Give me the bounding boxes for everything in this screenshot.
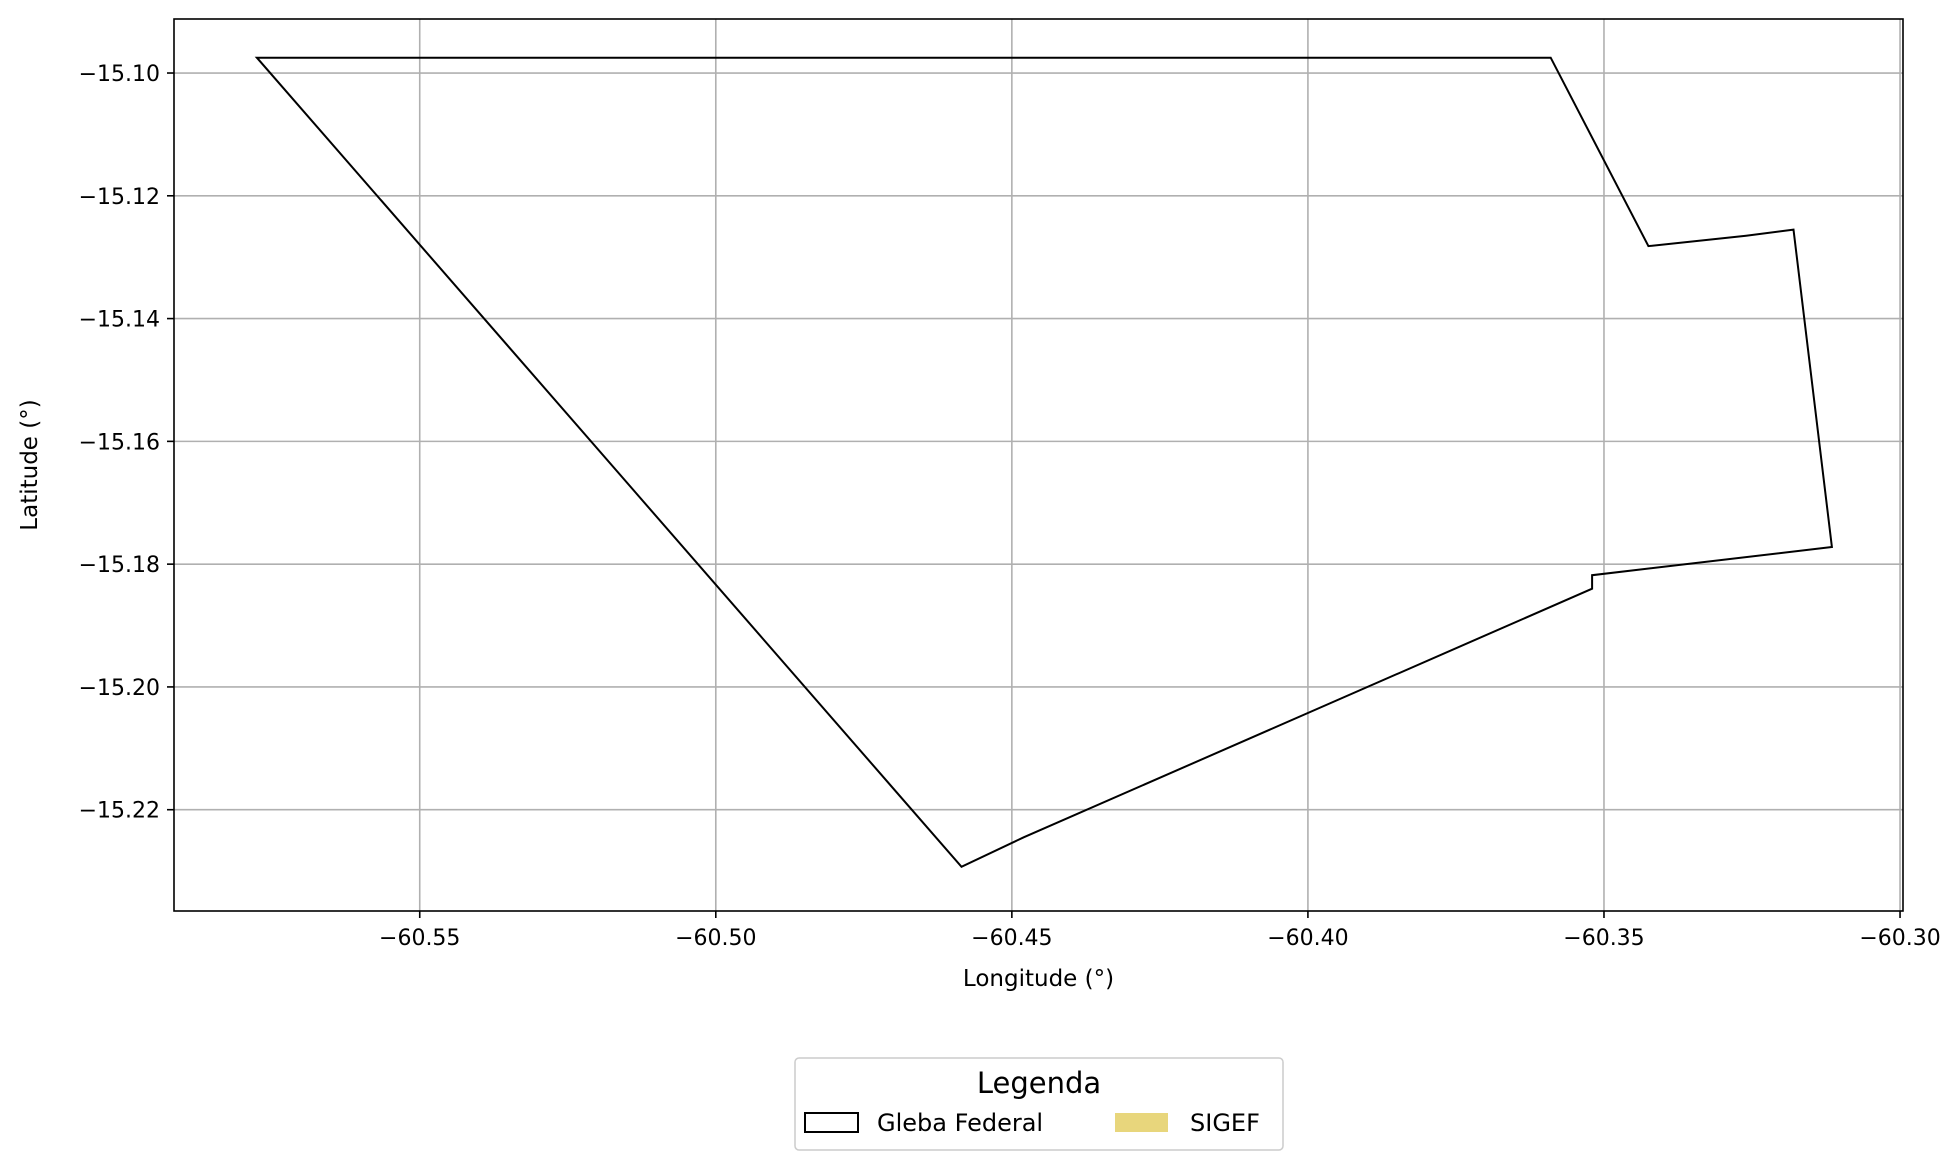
y-tick-label: −15.20 [79, 676, 160, 701]
y-tick-label: −15.22 [79, 799, 160, 824]
x-tick-label: −60.45 [971, 926, 1052, 951]
plot-frame [173, 18, 1904, 912]
legend-label-gleba-federal: Gleba Federal [877, 1109, 1043, 1137]
grid-lines [174, 19, 1903, 911]
legend-label-sigef: SIGEF [1190, 1109, 1260, 1137]
x-tick-label: −60.40 [1267, 926, 1348, 951]
polygon-layer [254, 56, 1834, 869]
x-tick-label: −60.30 [1859, 926, 1940, 951]
legend-swatch-sigef [1115, 1113, 1168, 1132]
axis-ticks: −60.55 −60.50 −60.45 −60.40 −60.35 −60.30 −15.… [79, 62, 1941, 951]
legend-title: Legenda [977, 1066, 1101, 1100]
x-tick-label: −60.55 [379, 926, 460, 951]
y-tick-label: −15.18 [79, 553, 160, 578]
y-tick-label: −15.14 [79, 308, 160, 333]
y-tick-label: −15.16 [79, 430, 160, 455]
y-tick-label: −15.10 [79, 62, 160, 87]
legend-swatch-gleba-federal [804, 1112, 859, 1133]
x-axis-label: Longitude (°) [963, 966, 1114, 992]
y-axis-label: Latitude (°) [17, 399, 43, 530]
x-tick-label: −60.35 [1563, 926, 1644, 951]
polygon-gleba-federal [254, 56, 1834, 869]
y-tick-label: −15.12 [79, 185, 160, 210]
legend: Legenda Gleba Federal SIGEF [794, 1057, 1284, 1151]
x-tick-label: −60.50 [675, 926, 756, 951]
